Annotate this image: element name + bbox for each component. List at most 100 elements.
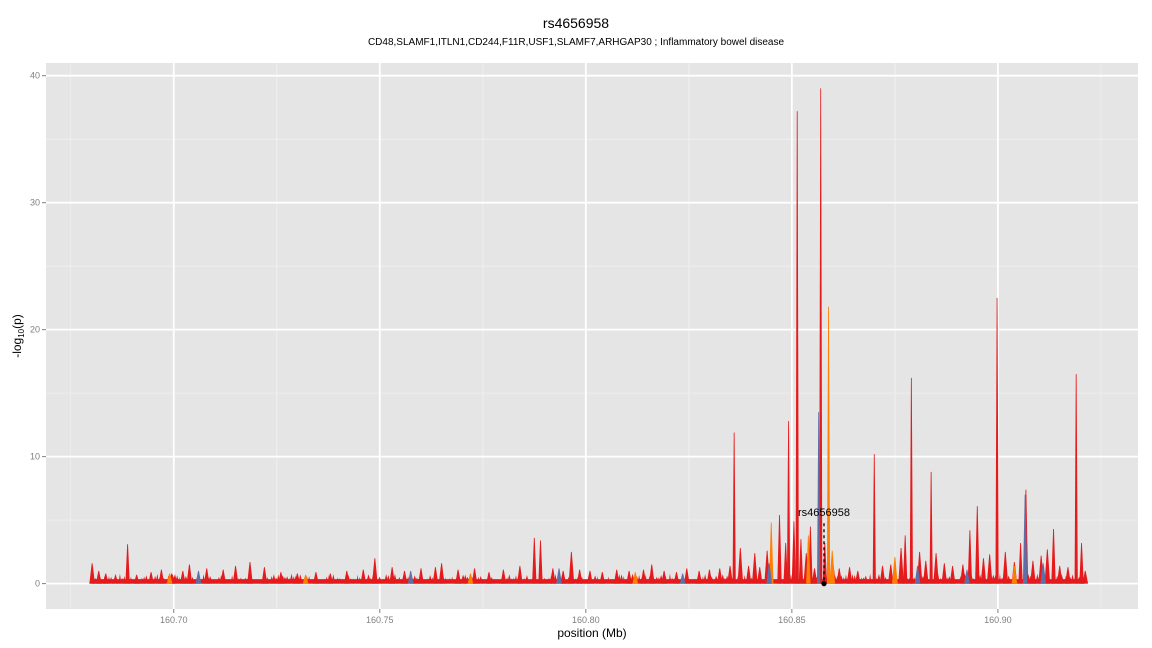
y-axis-title-subscript: 10 — [17, 328, 26, 337]
annotation-point — [821, 581, 827, 587]
peak-red — [716, 568, 723, 584]
peak-red — [471, 568, 478, 584]
baseline-noise-spike — [494, 580, 498, 584]
peak-red — [727, 565, 733, 584]
baseline-noise-spike — [596, 576, 599, 584]
baseline-noise-spike — [483, 580, 487, 584]
baseline-noise-spike — [112, 573, 119, 584]
x-tick-label: 160.70 — [160, 615, 188, 625]
baseline-noise-spike — [178, 576, 181, 584]
peak-red — [613, 569, 620, 584]
baseline-noise-spike — [606, 576, 610, 584]
y-axis-ticks: 0 10 20 30 40 — [30, 71, 46, 589]
y-tick-label: 20 — [30, 325, 40, 335]
baseline-noise-spike — [358, 576, 362, 584]
peak-red — [967, 530, 973, 584]
peak-red — [648, 564, 655, 584]
baseline-noise-spike — [307, 575, 311, 584]
peak-red — [372, 558, 378, 584]
peak-red — [500, 569, 507, 584]
peak-orange — [166, 573, 173, 584]
peak-red — [975, 506, 980, 584]
series-red — [89, 88, 1089, 584]
peak-blue — [679, 573, 686, 584]
baseline-noise-spike — [448, 577, 452, 584]
baseline-noise-spike — [349, 577, 353, 584]
baseline-noise-spike — [155, 573, 160, 584]
y-tick-label: 0 — [35, 579, 40, 589]
peak-red — [783, 542, 788, 584]
baseline-noise-spike — [255, 580, 258, 584]
peak-red — [756, 567, 763, 584]
peak-orange — [826, 306, 831, 584]
baseline-noise-spike — [743, 574, 747, 584]
peak-red — [599, 572, 606, 584]
plot-panel — [46, 63, 1138, 609]
baseline-noise-spike — [637, 574, 641, 584]
peak-red — [798, 539, 804, 584]
peak-red — [887, 564, 894, 584]
peak-red — [278, 572, 284, 584]
peak-red — [158, 569, 165, 584]
baseline-noise-spike — [938, 577, 943, 584]
peak-red — [294, 573, 301, 584]
peak-red — [1065, 567, 1071, 584]
x-axis-ticks: 160.70 160.75 160.80 160.85 160.90 — [160, 609, 1012, 625]
peak-orange — [1011, 565, 1018, 584]
peak-red — [661, 570, 667, 584]
baseline-noise-spike — [397, 576, 402, 584]
peak-red — [247, 562, 253, 584]
peak-red — [344, 570, 350, 584]
peak-red — [1018, 542, 1023, 584]
peak-red — [418, 568, 424, 584]
y-axis-title-tail: (p) — [10, 314, 24, 329]
peak-blue — [1040, 563, 1047, 584]
baseline-noise-spike — [334, 580, 337, 584]
peak-red — [1082, 570, 1089, 584]
peak-red — [980, 558, 987, 584]
peak-orange — [302, 574, 309, 584]
peak-red — [836, 568, 843, 584]
peak-red — [186, 564, 193, 584]
peak-red — [455, 569, 461, 584]
peak-red — [1002, 551, 1009, 584]
peak-red — [313, 572, 319, 584]
peak-red — [576, 569, 583, 584]
peak-red — [795, 111, 799, 584]
peak-red — [941, 563, 948, 584]
baseline-noise-spike — [174, 575, 180, 584]
x-axis-title: position (Mb) — [557, 626, 626, 640]
peak-red — [751, 553, 758, 584]
baseline-noise-spike — [109, 576, 114, 584]
baseline-noise-spike — [107, 575, 111, 584]
peak-blue — [766, 563, 772, 584]
peak-red — [846, 567, 853, 584]
annotation-label: rs4656958 — [798, 507, 850, 519]
peak-red — [125, 544, 130, 584]
peak-red — [538, 540, 543, 584]
peak-red — [587, 570, 593, 584]
peak-red — [673, 572, 680, 584]
baseline-noise-spike — [356, 574, 359, 584]
baseline-noise-spike — [592, 575, 598, 584]
peak-red — [854, 570, 861, 584]
peak-red — [203, 568, 210, 584]
peak-red — [568, 551, 575, 584]
peak-red — [732, 432, 736, 584]
series-blue — [195, 412, 1047, 584]
baseline-noise-spike — [774, 580, 778, 584]
peak-red — [1079, 542, 1084, 584]
peak-red — [89, 563, 95, 584]
x-tick-label: 160.75 — [366, 615, 394, 625]
baseline-noise-spike — [481, 580, 485, 584]
y-tick-label: 40 — [30, 71, 40, 81]
baseline-noise-spike — [427, 574, 433, 584]
baseline-noise-spike — [863, 575, 869, 584]
peak-red — [640, 569, 647, 584]
baseline-noise-spike — [542, 577, 547, 584]
peak-red — [1051, 529, 1056, 584]
peak-red — [232, 565, 239, 584]
y-tick-label: 10 — [30, 452, 40, 462]
baseline-noise-spike — [337, 578, 342, 584]
